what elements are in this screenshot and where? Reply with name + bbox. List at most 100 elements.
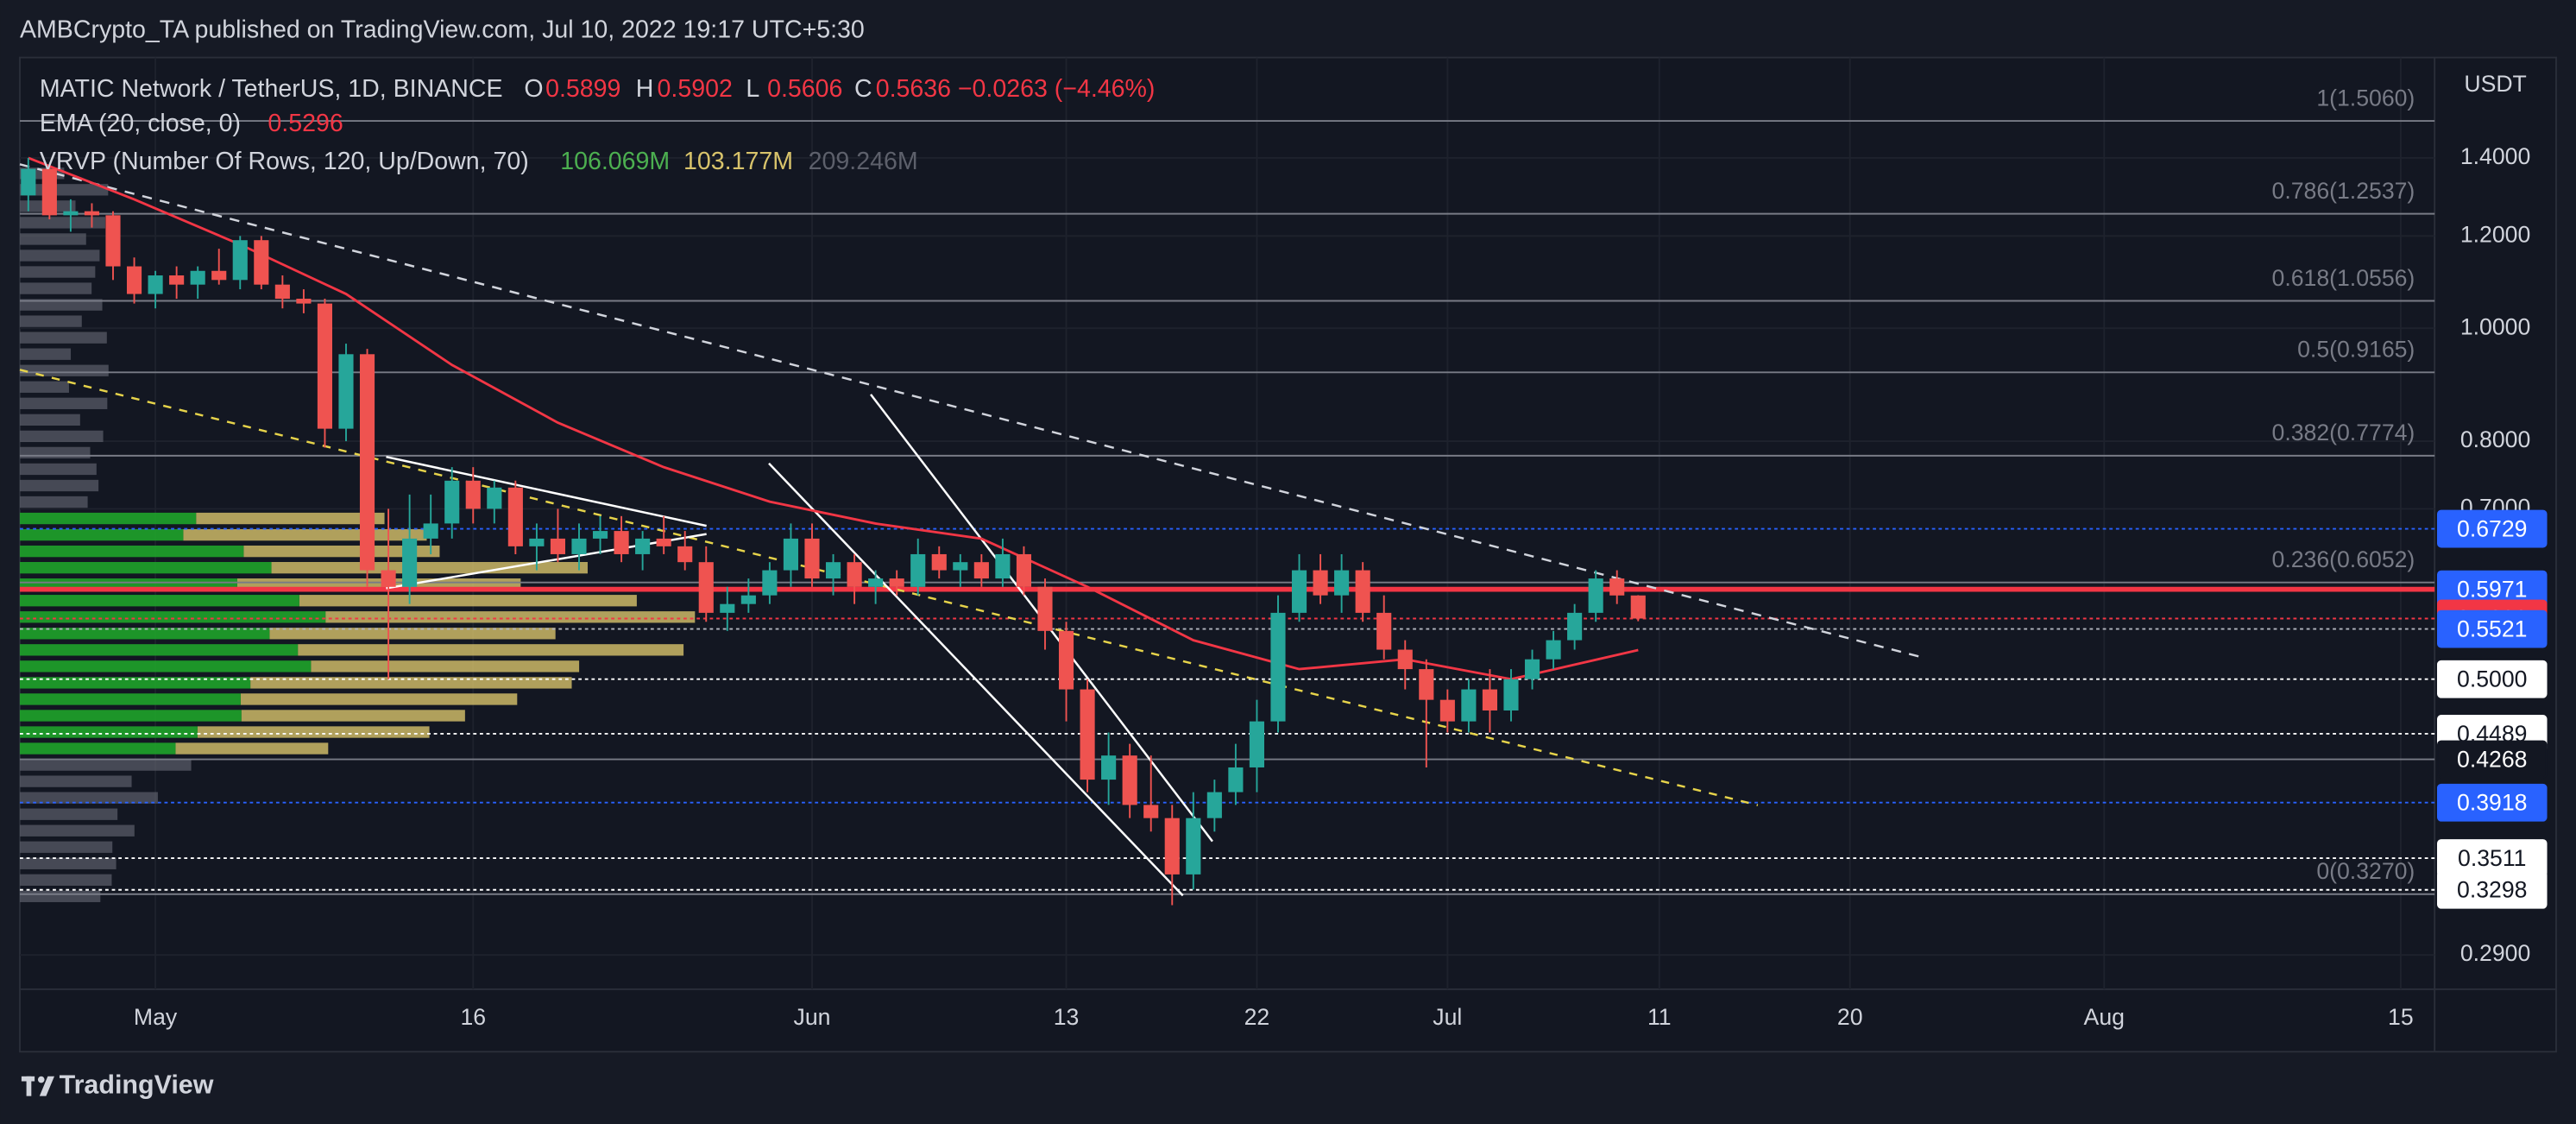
volume-profile-bar xyxy=(240,693,518,705)
price-level-label: 0.5000 xyxy=(2457,666,2527,692)
price-level-box xyxy=(2437,740,2548,779)
x-tick-label: 20 xyxy=(1837,1004,1863,1030)
chart-panel xyxy=(19,56,2557,1053)
volume-profile-bar xyxy=(19,381,69,393)
volume-profile-bar xyxy=(19,628,270,640)
volume-profile-bar xyxy=(19,710,242,722)
volume-profile-bar xyxy=(19,332,107,344)
candle-body xyxy=(126,266,142,294)
volume-profile-bar xyxy=(19,759,192,771)
volume-profile-bar xyxy=(19,528,184,541)
candle-body xyxy=(338,354,354,429)
x-tick-label: 22 xyxy=(1244,1004,1270,1030)
candle-body xyxy=(529,538,545,546)
ohlc-key: C xyxy=(854,75,872,103)
candle-body xyxy=(148,275,163,294)
volume-profile-bar xyxy=(19,693,241,705)
candle-body xyxy=(635,538,651,554)
volume-profile-bar xyxy=(183,528,427,541)
candle-body xyxy=(1164,818,1180,875)
candle-body xyxy=(847,562,862,587)
volume-profile-bar xyxy=(19,808,118,820)
volume-profile-bar xyxy=(19,841,113,853)
volume-profile-bar xyxy=(19,775,132,787)
levels: 1(1.5060) 0.786(1.2537) 0.618(1.0556) 0.5(0… xyxy=(19,85,2435,895)
x-tick-label: Jul xyxy=(1433,1004,1462,1030)
candle-body xyxy=(211,270,227,281)
volume-profile-bar xyxy=(19,430,104,443)
price-level-label: 0.4268 xyxy=(2457,746,2527,772)
candle-body xyxy=(359,354,375,571)
volume-profile-bar xyxy=(19,545,244,558)
ema-line xyxy=(28,156,1639,681)
volume-profile-bar xyxy=(19,282,92,294)
candle-body xyxy=(825,562,841,579)
candle-body xyxy=(868,578,884,587)
volume-profile-bar xyxy=(19,479,99,492)
fib-label: 0.786(1.2537) xyxy=(2272,178,2415,204)
x-tick-label: 13 xyxy=(1054,1004,1080,1030)
y-tick-label: 1.0000 xyxy=(2460,313,2530,339)
volume-profile-bar xyxy=(271,562,588,574)
volume-profile-bar xyxy=(19,644,299,656)
candle-body xyxy=(1143,805,1159,818)
price-level-label: 0.3918 xyxy=(2457,790,2527,816)
y-tick-label: 1.2000 xyxy=(2460,221,2530,247)
volume-profile-bar xyxy=(19,824,135,837)
logo-mark xyxy=(39,1076,54,1096)
volume-profile-bar xyxy=(19,446,91,459)
fib-label: 0(0.3270) xyxy=(2316,858,2415,884)
candle-body xyxy=(910,553,926,587)
candle-body xyxy=(1609,578,1625,596)
price-level-box xyxy=(2437,870,2548,909)
volume-profile-bar xyxy=(19,890,101,903)
fib-label: 0.5(0.9165) xyxy=(2297,337,2415,363)
volume-profile-bar xyxy=(19,299,103,311)
price-level-label: 0.3511 xyxy=(2458,845,2526,871)
candle-body xyxy=(507,487,523,546)
candle-body xyxy=(1588,578,1603,613)
volume-profile-bar xyxy=(243,545,440,558)
volume-profile-bar xyxy=(19,562,272,574)
volume-profile-bar xyxy=(19,217,105,229)
x-tick-label: Jun xyxy=(794,1004,831,1030)
candle-body xyxy=(571,538,587,554)
candle-body xyxy=(1503,679,1519,711)
logo-mark xyxy=(26,1076,32,1096)
volume-profile-bar xyxy=(19,348,72,360)
volume-profile-bar xyxy=(19,463,97,476)
volume-profile-bar xyxy=(19,611,326,623)
volume-profile-bar xyxy=(19,414,80,426)
candle-body xyxy=(1524,659,1540,679)
candle-body xyxy=(931,553,947,571)
fib-label: 0.382(0.7774) xyxy=(2272,420,2415,445)
volume-profile-bar xyxy=(311,660,580,673)
candle-body xyxy=(465,480,481,509)
price-level-label: 0.5521 xyxy=(2457,616,2527,642)
trendline xyxy=(19,163,1923,659)
y-tick-label: 0.2900 xyxy=(2460,940,2530,966)
volume-profile-bar xyxy=(175,742,329,755)
brand: TradingView xyxy=(60,1070,214,1099)
candle-body xyxy=(41,168,57,216)
volume-profile-bar xyxy=(299,595,637,607)
published-note: AMBCrypto_TA published on TradingView.co… xyxy=(20,16,865,44)
price-level-label: 0.6729 xyxy=(2457,515,2527,541)
candle-body xyxy=(1249,721,1264,767)
candle-body xyxy=(402,538,418,587)
vrvp-up: 106.069M xyxy=(560,148,670,175)
x-tick-label: 11 xyxy=(1647,1004,1672,1030)
ohlc-key: L xyxy=(746,75,759,103)
candle-body xyxy=(1461,689,1477,722)
volume-profile xyxy=(19,167,696,903)
volume-profile-bar xyxy=(19,742,176,755)
price-level-label: 0.3298 xyxy=(2457,877,2527,903)
volume-profile-bar xyxy=(19,792,158,804)
candle-body xyxy=(953,562,968,571)
ohlc-value: 0.5899 xyxy=(545,75,620,103)
trendline xyxy=(386,455,707,527)
candles xyxy=(21,156,1646,906)
volume-profile-bar xyxy=(19,660,312,673)
price-level-box xyxy=(2437,660,2548,698)
